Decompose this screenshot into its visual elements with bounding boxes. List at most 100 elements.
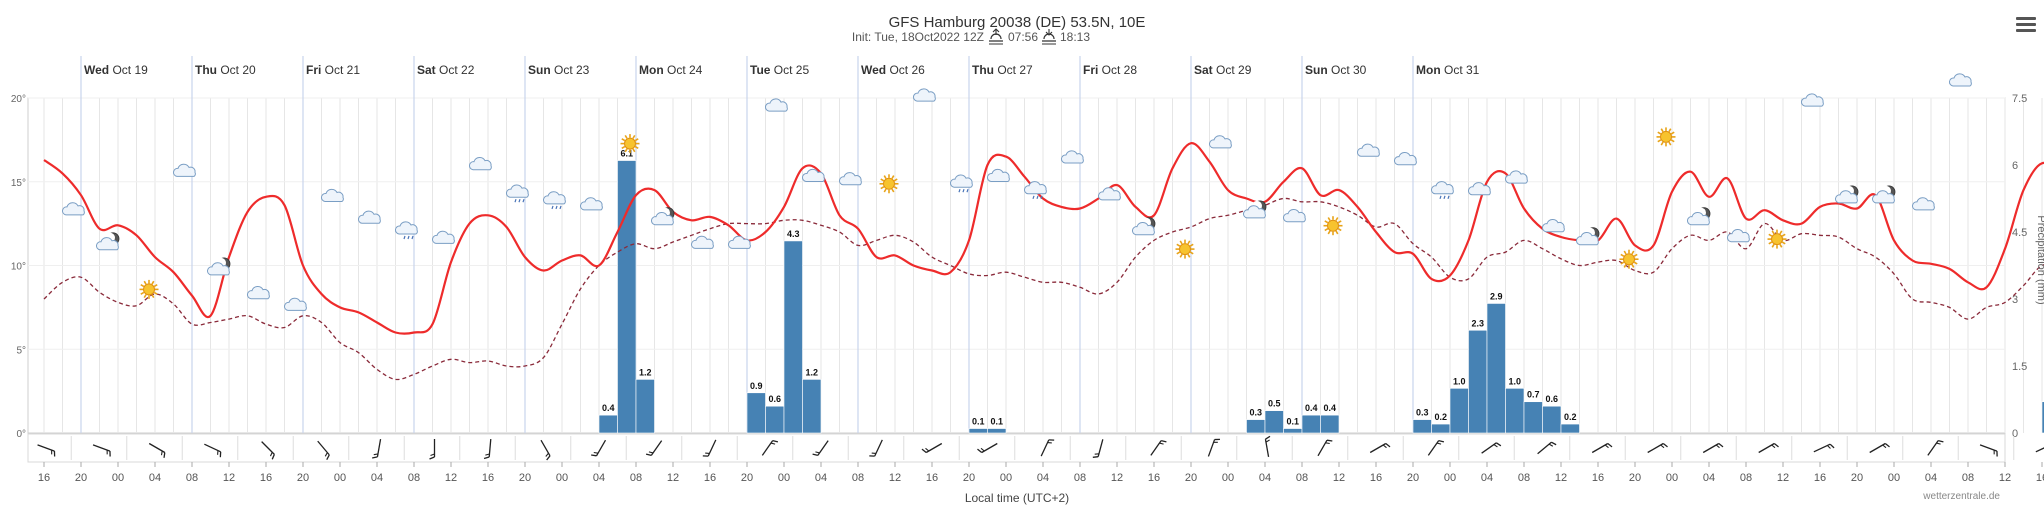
sun-ray: [891, 175, 895, 180]
y-axis-precipitation: 0 1.5 3 4.5 6 7.5: [2012, 93, 2027, 440]
cloud-shape: [1542, 219, 1565, 233]
cloud-icon: [1061, 150, 1084, 164]
cloud-icon: [1727, 229, 1750, 243]
barb-flag: [1718, 442, 1724, 448]
precip-label: 0.5: [1268, 399, 1281, 409]
precip-bar: [1542, 405, 1562, 434]
cloud-shape: [321, 188, 344, 202]
cloud-shape: [1835, 190, 1858, 204]
precip-bar: [765, 405, 785, 434]
day-weekday: Fri: [1083, 63, 1098, 77]
cloud-shape: [543, 191, 566, 205]
cloud-icon: [1283, 209, 1306, 223]
moon-icon: [1835, 185, 1859, 204]
sun-disc: [1623, 253, 1635, 266]
wind-barb-icon: [92, 444, 111, 457]
barb-shaft: [1097, 439, 1104, 457]
y-tick-left: 0°: [16, 429, 26, 440]
hour-tick-label: 00: [1222, 472, 1234, 484]
cloud-icon: [1912, 197, 1935, 211]
y-tick-right: 4.5: [2012, 227, 2027, 239]
barb-flag-small: [1548, 443, 1554, 447]
cloud-shape: [950, 174, 973, 188]
hamburger-menu-icon[interactable]: [2014, 14, 2038, 36]
cloud-icon: [987, 168, 1010, 182]
hour-tick-label: 00: [1888, 472, 1900, 484]
wind-barb-icon: [372, 439, 382, 459]
sun-ray: [632, 148, 636, 153]
precip-label: 6.1: [620, 149, 633, 159]
rain-drops: [958, 189, 969, 193]
barb-flag: [326, 454, 330, 460]
sunrise-icon: [989, 28, 1003, 45]
cloud-shape: [1801, 93, 1824, 107]
barb-shaft: [707, 439, 717, 457]
cloud-shape: [580, 197, 603, 211]
day-label: Sun Oct 30: [1305, 63, 1367, 77]
cloud-icon: [247, 286, 270, 300]
cloud-shape: [765, 98, 788, 112]
day-label: Sun Oct 23: [528, 63, 590, 77]
day-date: Oct 28: [1098, 63, 1137, 77]
barb-flag-small: [1993, 450, 1995, 455]
barb-flag-small: [160, 450, 163, 456]
barb-flag: [1048, 439, 1055, 441]
sun-ray: [1327, 230, 1331, 235]
sun-disc: [1660, 130, 1672, 143]
barb-shaft: [874, 439, 883, 457]
sun-ray: [624, 148, 628, 153]
sun-ray: [1631, 263, 1635, 268]
barb-flag-small: [1660, 444, 1665, 449]
precip-bar: [1431, 423, 1451, 434]
cloud-shape: [432, 230, 455, 244]
barb-shaft: [1317, 439, 1328, 457]
day-date: Oct 27: [994, 63, 1033, 77]
barb-flag-small: [1047, 442, 1052, 444]
hour-tick-label: 08: [1296, 472, 1308, 484]
barb-flag-small: [217, 450, 219, 455]
cloud-shape: [728, 235, 751, 249]
barb-flag: [163, 452, 166, 458]
barb-flag-small: [1213, 441, 1218, 443]
precip-bar: [1468, 329, 1488, 434]
day-label: Fri Oct 21: [306, 63, 360, 77]
day-labels: Wed Oct 19 Thu Oct 20 Fri Oct 21 Sat Oct 22…: [84, 63, 1480, 77]
wind-barb-icon: [1040, 439, 1055, 457]
precip-label: 1.2: [639, 367, 652, 377]
sun-ray: [880, 178, 885, 182]
day-date: Oct 26: [886, 63, 925, 77]
precip-bar: [1560, 423, 1580, 434]
day-weekday: Mon: [639, 63, 664, 77]
day-weekday: Thu: [195, 63, 217, 77]
precip-label: 0.4: [602, 403, 615, 413]
sun-ray: [893, 186, 898, 190]
precip-bars: [598, 160, 2044, 434]
barb-flag-small: [1094, 453, 1100, 455]
sun-ray: [1623, 263, 1627, 268]
precip-bar: [1486, 303, 1506, 434]
cloud-shape: [1209, 135, 1232, 149]
hour-tick-label: 08: [1518, 472, 1530, 484]
cloud-icon: [358, 210, 381, 224]
sun-ray: [1670, 139, 1675, 143]
hour-ticks: 16 20 00 04 08 12 16 20 00 04 08 12 16 20 00 04 08 12 16 20…: [38, 462, 2044, 484]
cloud-shape: [1357, 143, 1380, 157]
cloud-shape: [1431, 181, 1454, 195]
cloud-icon: [62, 202, 85, 216]
barb-flag-small: [1771, 444, 1776, 449]
cloud-shape: [651, 212, 674, 226]
barb-flag-small: [1604, 444, 1609, 449]
day-weekday: Sun: [1305, 63, 1328, 77]
wind-barb-icon: [702, 439, 717, 457]
sun-ray: [1620, 253, 1625, 257]
barb-flag: [1438, 439, 1445, 443]
precip-label: 2.3: [1471, 318, 1484, 328]
wind-barb-icon: [1702, 442, 1724, 454]
precip-bar: [1320, 414, 1340, 434]
cloud-shape: [1505, 170, 1528, 184]
wind-barb-icon: [869, 439, 883, 457]
wind-barb-icon: [921, 442, 943, 454]
barb-flag: [1996, 451, 1998, 457]
day-label: Mon Oct 31: [1416, 63, 1480, 77]
